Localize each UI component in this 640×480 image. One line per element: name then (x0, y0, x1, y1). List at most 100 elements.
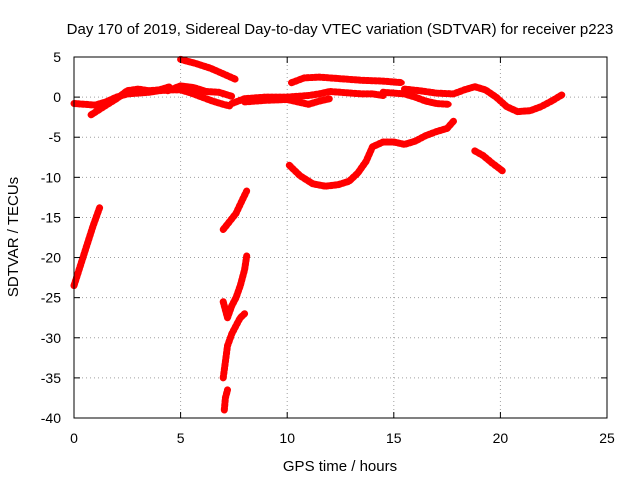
data-point (483, 87, 488, 93)
data-point (327, 96, 333, 102)
data-point (391, 139, 397, 145)
data-point (402, 86, 407, 92)
y-tick-label: -10 (41, 169, 61, 185)
data-point (446, 101, 452, 107)
data-series-line (473, 149, 504, 173)
data-point (190, 85, 196, 90)
y-tick-label: -20 (41, 250, 61, 266)
x-axis-label: GPS time / hours (283, 458, 397, 475)
x-tick-label: 5 (177, 430, 185, 446)
data-point (97, 205, 103, 211)
data-point (242, 99, 248, 105)
data-point (289, 80, 294, 86)
data-point (515, 109, 520, 115)
data-point (221, 407, 227, 413)
y-tick-label: -35 (41, 370, 61, 386)
data-point (416, 88, 422, 94)
data-point (338, 76, 343, 82)
data-point (295, 93, 301, 99)
data-point (233, 295, 239, 301)
data-point (188, 90, 194, 96)
data-point (538, 104, 544, 110)
data-point (399, 80, 405, 86)
x-tick-label: 20 (493, 430, 509, 446)
data-series-line (285, 117, 457, 190)
data-point (451, 118, 456, 124)
y-tick-label: -40 (41, 410, 61, 426)
plot-frame (73, 56, 608, 419)
data-point (233, 210, 239, 216)
data-point (423, 98, 429, 104)
data-point (135, 86, 141, 92)
data-point (363, 158, 369, 164)
axis-ticks (73, 56, 608, 419)
x-tick-label: 10 (279, 430, 295, 446)
data-point (472, 84, 478, 90)
data-point (504, 104, 510, 110)
y-tick-label: -25 (41, 290, 61, 306)
data-point (229, 331, 235, 337)
data-point (88, 112, 94, 118)
data-point (233, 323, 239, 329)
data-point (370, 91, 375, 97)
data-point (263, 97, 269, 103)
data-point (225, 343, 230, 349)
data-point (237, 283, 243, 289)
x-tick-label: 0 (70, 430, 78, 446)
data-point (295, 99, 301, 105)
data-point (380, 89, 386, 95)
y-tick-label: -15 (41, 209, 61, 225)
data-point (90, 223, 96, 228)
data-point (402, 141, 407, 147)
data-point (225, 315, 230, 321)
data-point (222, 359, 228, 365)
data-point (101, 104, 107, 110)
data-series (70, 55, 566, 414)
data-point (338, 89, 343, 95)
data-point (233, 77, 239, 82)
data-point (316, 98, 322, 104)
data-point (237, 315, 243, 321)
data-point (306, 101, 311, 107)
data-point (380, 78, 386, 84)
data-point (433, 101, 439, 106)
data-point (229, 93, 235, 99)
data-point (84, 243, 90, 248)
data-point (335, 182, 341, 188)
data-point (412, 94, 418, 100)
data-series-line (219, 252, 251, 322)
data-point (227, 219, 233, 224)
data-point (220, 101, 226, 107)
data-point (559, 92, 565, 98)
data-point (239, 197, 245, 203)
data-point (527, 108, 533, 114)
data-point (500, 168, 505, 174)
data-point (412, 138, 418, 144)
data-point (220, 227, 226, 232)
data-point (323, 183, 329, 189)
data-point (225, 387, 230, 393)
data-point (207, 65, 213, 71)
data-point (178, 83, 184, 89)
data-point (480, 153, 486, 159)
chart-title: Day 170 of 2019, Sidereal Day-to-day VTE… (67, 21, 614, 38)
data-point (348, 90, 354, 96)
data-point (433, 129, 439, 135)
data-point (220, 375, 226, 381)
data-point (359, 91, 365, 97)
data-point (286, 162, 292, 168)
y-tick-label: -5 (49, 129, 62, 145)
y-tick-label: 0 (53, 89, 61, 105)
data-point (216, 89, 222, 95)
data-point (199, 94, 205, 100)
data-point (165, 88, 171, 94)
data-point (380, 139, 386, 145)
data-point (355, 170, 361, 176)
data-point (222, 395, 228, 401)
data-point (242, 267, 248, 273)
data-point (549, 98, 555, 104)
data-point (433, 90, 439, 96)
data-point (310, 181, 316, 187)
data-point (124, 88, 130, 94)
